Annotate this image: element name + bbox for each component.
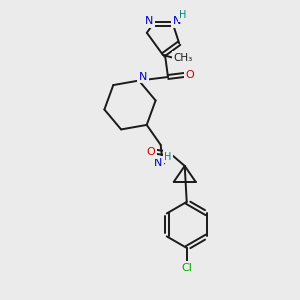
- Text: N: N: [173, 16, 181, 26]
- Text: Cl: Cl: [181, 263, 192, 273]
- Text: H: H: [164, 152, 171, 162]
- Text: O: O: [186, 70, 194, 80]
- Text: CH₃: CH₃: [173, 53, 193, 63]
- Text: O: O: [146, 147, 155, 157]
- Text: N: N: [154, 158, 162, 168]
- Text: H: H: [179, 10, 187, 20]
- Text: N: N: [139, 72, 147, 82]
- Text: N: N: [145, 16, 153, 26]
